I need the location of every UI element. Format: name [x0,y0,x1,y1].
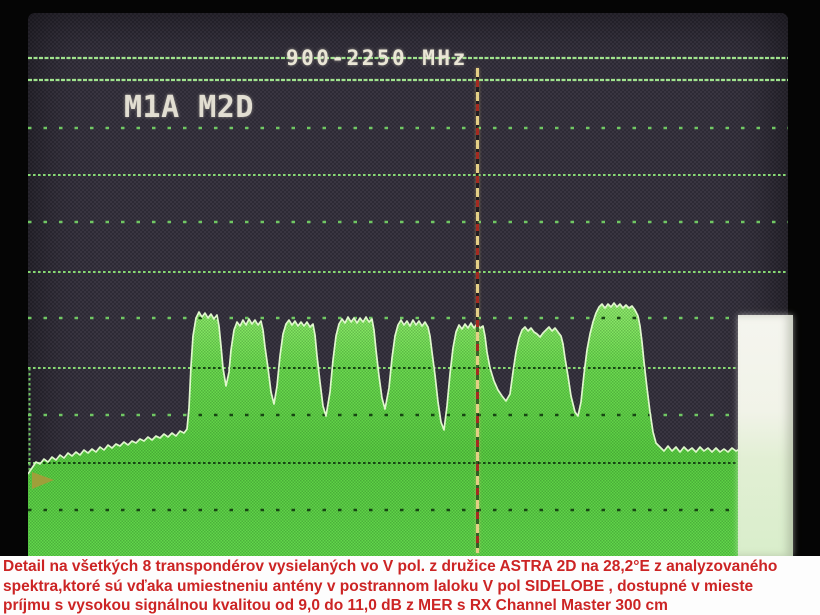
caption-line-2: spektra,ktoré sú vďaka umiestneniu antén… [3,577,754,595]
frequency-range-label: 900-2250 MHz [286,46,468,70]
mode-label: M1A M2D [124,90,254,125]
analyzer-screen: 900-2250 MHz M1A M2D [28,13,793,556]
overexposed-white-block [738,315,793,556]
caption-line-3: príjmu s vysokou signálnou kvalitou od 9… [3,597,668,614]
spectrum-svg [28,56,788,556]
level-arrow-marker [32,472,54,489]
caption-strip: Detail na všetkých 8 transpondérov vysie… [0,556,820,615]
caption-line-1: Detail na všetkých 8 transpondérov vysie… [3,558,778,575]
center-frequency-marker [476,68,479,553]
spectrum-trace-rim [28,302,788,475]
